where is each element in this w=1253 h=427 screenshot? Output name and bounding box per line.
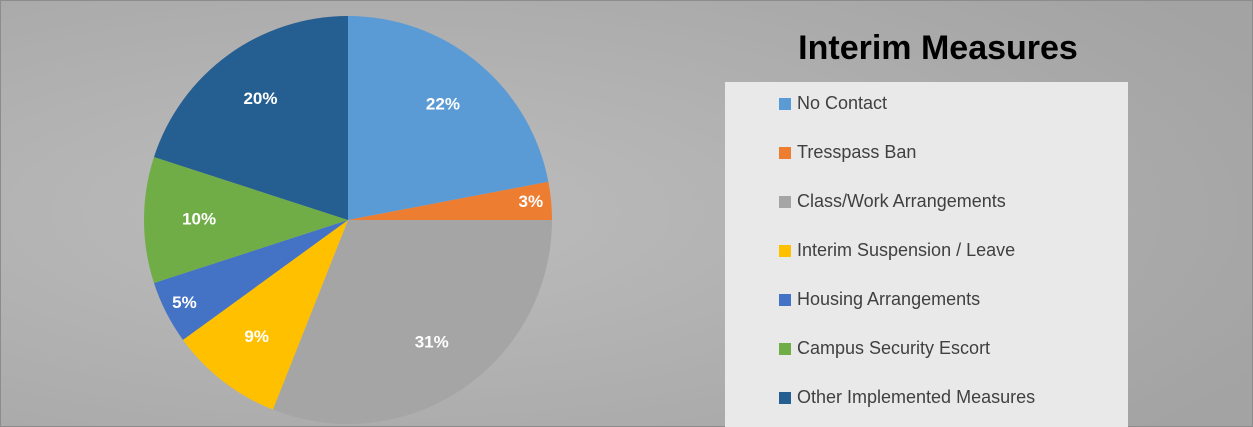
chart-title: Interim Measures <box>798 29 1078 67</box>
legend-swatch <box>779 294 791 306</box>
legend-label: Interim Suspension / Leave <box>797 240 1015 260</box>
pie-slice <box>348 16 549 220</box>
data-label: 9% <box>244 327 269 346</box>
pie-slice <box>153 16 348 220</box>
legend-label: Campus Security Escort <box>797 338 990 358</box>
legend-box <box>725 82 1128 427</box>
data-label: 3% <box>518 192 543 211</box>
legend-swatch <box>779 98 791 110</box>
legend-swatch <box>779 245 791 257</box>
legend-swatch <box>779 392 791 404</box>
legend-label: Other Implemented Measures <box>797 387 1035 407</box>
legend-swatch <box>779 147 791 159</box>
data-label: 10% <box>182 209 216 228</box>
legend-label: No Contact <box>797 93 887 113</box>
data-label: 31% <box>415 333 449 352</box>
pie-slice <box>143 156 348 284</box>
legend-label: Tresspass Ban <box>797 142 916 162</box>
legend-swatch <box>779 196 791 208</box>
pie-slice <box>272 220 552 424</box>
legend-swatch <box>779 343 791 355</box>
legend-label: Housing Arrangements <box>797 289 980 309</box>
pie: 22% 3% 31% 9% 5% 10% 20% <box>143 16 552 424</box>
pie-slice <box>182 220 348 410</box>
data-label: 5% <box>172 293 197 312</box>
legend: No Contact Tresspass Ban Class/Work Arrang… <box>779 93 1035 407</box>
pie-slice <box>153 220 348 340</box>
data-label: 22% <box>426 95 460 114</box>
data-label: 20% <box>243 89 277 108</box>
legend-label: Class/Work Arrangements <box>797 191 1006 211</box>
pie-slice <box>348 181 552 220</box>
